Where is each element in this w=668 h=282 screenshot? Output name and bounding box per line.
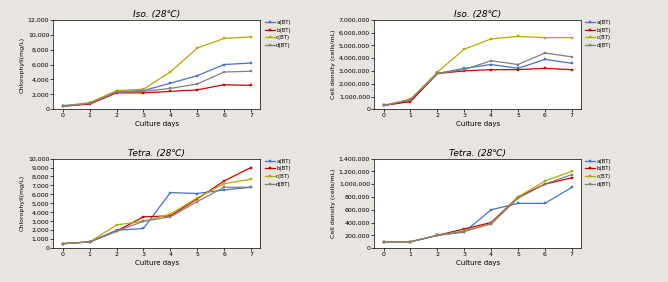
Title: Iso. (28℃): Iso. (28℃) [134,10,180,19]
Y-axis label: Chlorophyll(mg/L): Chlorophyll(mg/L) [20,175,25,232]
X-axis label: Culture days: Culture days [135,260,179,266]
Y-axis label: Cell density (cells/mL): Cell density (cells/mL) [331,30,336,99]
X-axis label: Culture days: Culture days [456,260,500,266]
Legend: a(BT), b(BT), c(BT), d(BT): a(BT), b(BT), c(BT), d(BT) [585,20,612,48]
X-axis label: Culture days: Culture days [456,121,500,127]
Y-axis label: Cell density (cells/mL): Cell density (cells/mL) [331,169,336,238]
Title: Tetra. (28℃): Tetra. (28℃) [128,149,186,158]
Y-axis label: Chlorophyll(mg/L): Chlorophyll(mg/L) [20,36,25,92]
Title: Tetra. (28℃): Tetra. (28℃) [449,149,506,158]
Title: Iso. (28℃): Iso. (28℃) [454,10,501,19]
Legend: a(BT), b(BT), c(BT), d(BT): a(BT), b(BT), c(BT), d(BT) [585,158,612,187]
Legend: a(BT), b(BT), c(BT), d(BT): a(BT), b(BT), c(BT), d(BT) [265,158,291,187]
Legend: a(BT), b(BT), c(BT), d(BT): a(BT), b(BT), c(BT), d(BT) [265,20,291,48]
X-axis label: Culture days: Culture days [135,121,179,127]
